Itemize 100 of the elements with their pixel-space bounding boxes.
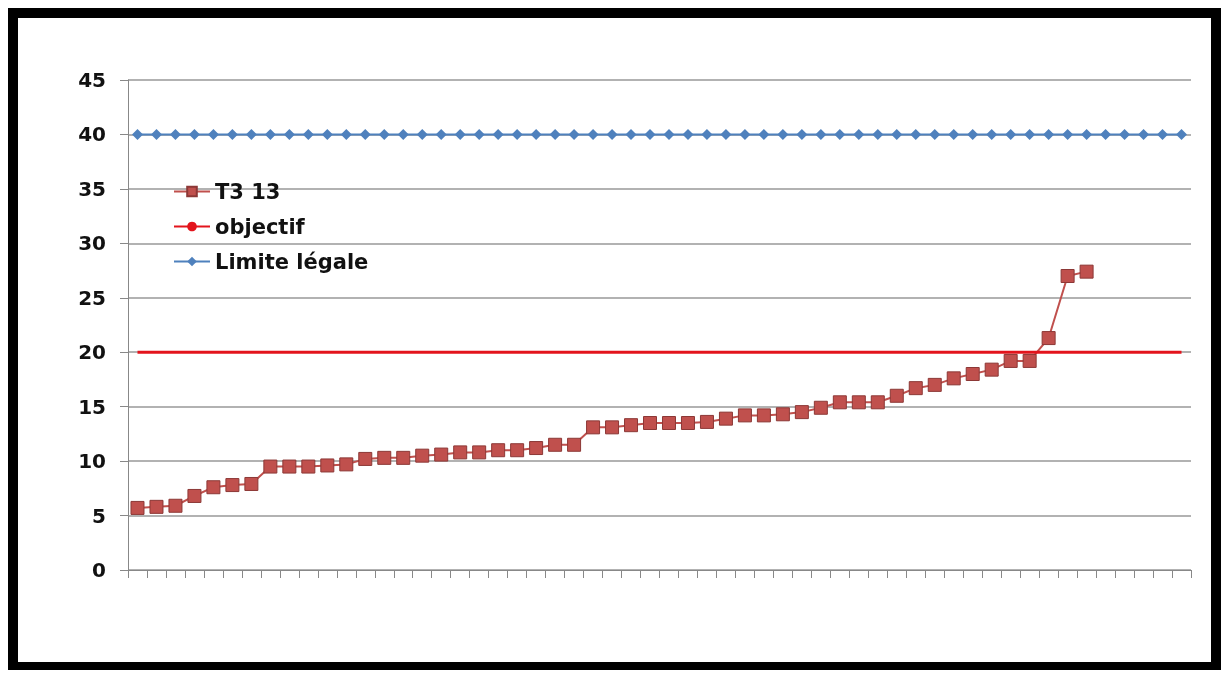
point [473,128,485,140]
point [207,128,219,140]
point [302,128,314,140]
point [794,405,809,420]
point [415,448,430,463]
point [889,388,904,403]
point [1003,353,1018,368]
point [130,500,145,515]
point [1081,128,1093,140]
point [359,128,371,140]
point [929,128,941,140]
point [510,443,525,458]
point [453,445,468,460]
point [568,128,580,140]
point [1176,128,1188,140]
point [320,458,335,473]
point [377,450,392,465]
point [282,459,297,474]
point [358,451,373,466]
y-tick-label: 30 [78,231,106,256]
point [244,476,259,491]
point [454,128,466,140]
point [1043,128,1055,140]
point [720,128,732,140]
point [529,441,544,456]
point [283,128,295,140]
point [1100,128,1112,140]
point [263,459,278,474]
point [206,480,221,495]
point [1157,128,1169,140]
point [661,416,676,430]
point [718,411,733,426]
point [225,478,240,493]
point [396,450,411,465]
y-tick-label: 35 [78,176,106,201]
point [1119,128,1131,140]
point [984,362,999,377]
point [832,395,847,410]
point [492,128,504,140]
point [1138,128,1150,140]
point [530,128,542,140]
y-tick-label: 25 [78,285,106,310]
point [739,128,751,140]
point [682,128,694,140]
point [927,377,942,392]
point [624,418,639,433]
point [775,407,790,422]
point [491,443,506,458]
point [851,395,866,410]
point [245,128,257,140]
point [910,128,922,140]
point [756,408,771,423]
legend-label: objectif [215,214,306,239]
point [187,488,202,503]
point [434,447,449,462]
y-tick-label: 40 [78,122,106,147]
point [1024,128,1036,140]
point [1005,128,1017,140]
point [965,367,980,381]
point [567,437,582,452]
point [777,128,789,140]
point [416,128,428,140]
point [1062,128,1074,140]
point [188,128,200,140]
legend-label: T3 13 [215,179,281,204]
point [587,128,599,140]
point [701,128,713,140]
point [472,445,487,460]
point [301,459,316,474]
point [908,381,923,396]
point [131,128,143,140]
point [870,395,885,410]
point [606,128,618,140]
point [946,371,961,386]
point [853,128,865,140]
point [815,128,827,140]
point [967,128,979,140]
point [986,128,998,140]
point [321,128,333,140]
point [644,128,656,140]
point [663,128,675,140]
y-tick-label: 5 [92,503,106,528]
point [605,420,620,435]
point [813,400,828,415]
point [226,128,238,140]
point [149,499,164,514]
point [397,128,409,140]
point [643,416,658,430]
y-tick-label: 0 [92,558,106,582]
point [699,414,714,429]
point [150,128,162,140]
y-tick-label: 10 [78,449,106,474]
point [340,128,352,140]
point [548,437,563,452]
y-tick-label: 15 [78,394,106,419]
point [834,128,846,140]
point [169,128,181,140]
point [264,128,276,140]
point [680,416,695,430]
point [625,128,637,140]
